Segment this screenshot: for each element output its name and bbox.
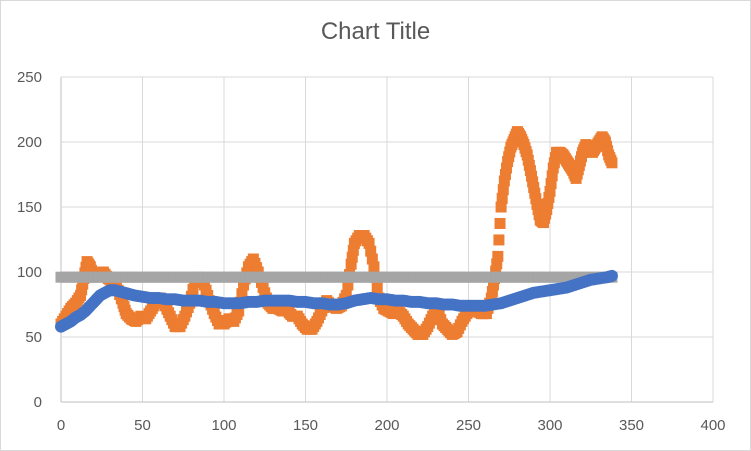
data-point	[495, 201, 507, 213]
data-point	[496, 192, 508, 204]
data-point	[363, 237, 375, 249]
gridlines	[60, 76, 714, 403]
data-point	[492, 250, 504, 262]
data-point	[501, 162, 513, 174]
data-point	[543, 191, 555, 203]
x-tick-label: 300	[537, 417, 562, 434]
series-group	[55, 126, 618, 340]
data-point	[347, 244, 359, 256]
data-point	[606, 157, 618, 169]
data-point	[366, 253, 378, 265]
x-tick-label: 0	[57, 417, 65, 434]
data-point	[187, 283, 199, 295]
data-point	[487, 279, 499, 291]
y-tick-label: 50	[25, 329, 42, 346]
data-point	[233, 305, 245, 317]
y-tick-label: 250	[17, 69, 42, 86]
data-point	[76, 284, 88, 296]
data-point	[346, 251, 358, 263]
data-point	[485, 292, 497, 304]
x-axis-ticks: 0 50 100 150 200 250 300 350 400	[57, 417, 726, 434]
data-point	[491, 258, 503, 270]
data-point	[77, 278, 89, 290]
data-point	[545, 178, 557, 190]
data-point	[498, 175, 510, 187]
data-point	[493, 234, 505, 246]
data-point	[528, 182, 540, 193]
y-tick-label: 150	[17, 199, 42, 216]
x-tick-label: 350	[619, 417, 644, 434]
series-2	[55, 269, 618, 333]
data-point	[541, 204, 553, 216]
data-point	[526, 170, 538, 182]
x-tick-label: 400	[700, 417, 725, 434]
data-point	[499, 169, 511, 180]
data-point	[524, 165, 536, 177]
y-tick-label: 200	[17, 134, 42, 151]
data-point	[365, 245, 377, 257]
data-point	[75, 289, 87, 301]
x-tick-label: 250	[456, 417, 481, 434]
data-point	[238, 279, 250, 291]
data-point	[368, 261, 380, 273]
y-axis-ticks: 0 50 100 150 200 250	[17, 69, 42, 411]
data-point	[371, 282, 383, 294]
chart-title: Chart Title	[320, 18, 431, 45]
data-point	[605, 269, 618, 282]
data-point	[494, 217, 506, 229]
x-tick-label: 100	[211, 417, 236, 434]
data-point	[527, 176, 539, 188]
data-point	[497, 184, 509, 196]
data-point	[546, 170, 558, 182]
data-point	[345, 258, 357, 270]
x-tick-label: 200	[374, 417, 399, 434]
y-tick-label: 0	[34, 394, 42, 411]
data-point	[529, 187, 541, 199]
data-point	[236, 288, 248, 300]
series-1	[55, 271, 618, 283]
y-tick-label: 100	[17, 264, 42, 281]
x-tick-label: 150	[293, 417, 318, 434]
x-tick-label: 50	[134, 417, 151, 434]
data-point	[340, 289, 352, 301]
data-point	[342, 279, 354, 291]
data-point	[486, 286, 498, 297]
data-point	[530, 193, 542, 205]
data-point	[490, 265, 502, 277]
data-point	[544, 185, 556, 197]
data-point	[542, 198, 554, 210]
